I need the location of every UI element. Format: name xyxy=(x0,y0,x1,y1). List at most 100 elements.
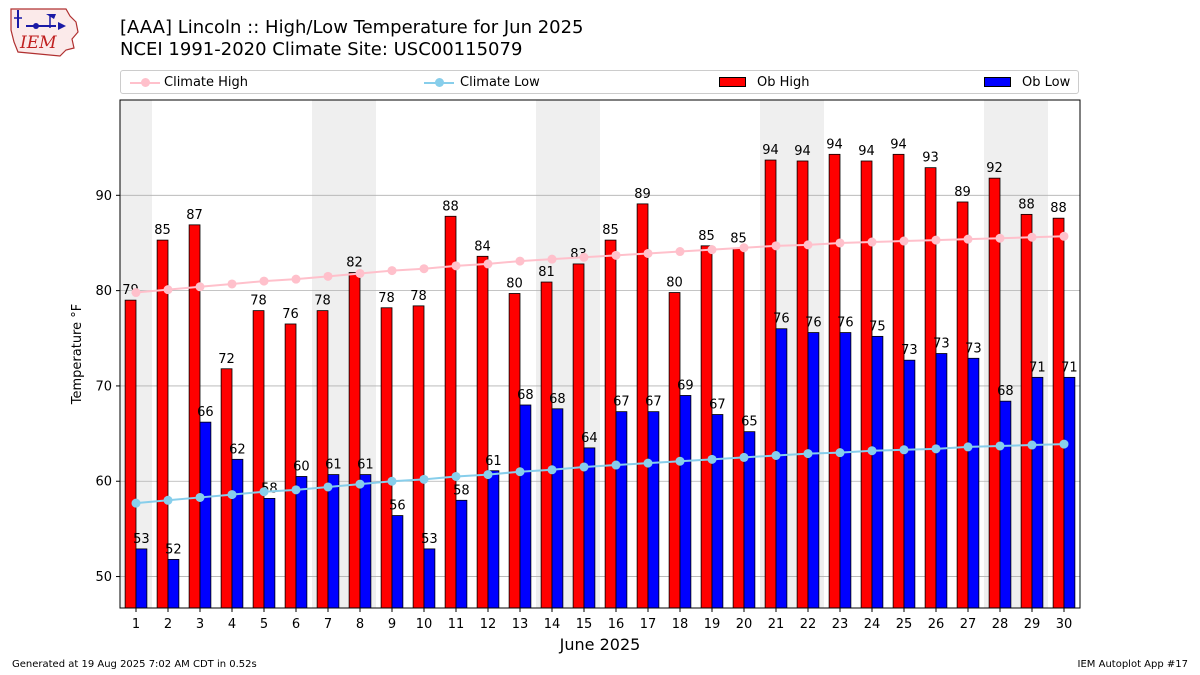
data-label-ob-low: 76 xyxy=(837,316,854,331)
x-tick-label: 17 xyxy=(640,617,657,632)
bar-ob-high xyxy=(956,201,969,609)
data-label-ob-high: 89 xyxy=(634,187,651,202)
iem-logo: IEM xyxy=(8,6,82,58)
data-label-ob-low: 67 xyxy=(645,395,662,410)
x-tick-label: 28 xyxy=(992,617,1009,632)
x-tick-label: 19 xyxy=(704,617,721,632)
bar-ob-low xyxy=(967,357,980,609)
data-label-ob-low: 56 xyxy=(389,499,406,514)
data-label-ob-low: 52 xyxy=(165,542,182,557)
bar-ob-low xyxy=(551,408,564,609)
point-climate-low xyxy=(515,467,525,477)
bar-ob-low xyxy=(135,548,148,609)
y-tick-label: 60 xyxy=(95,475,112,490)
point-climate-high xyxy=(867,237,877,247)
y-tick-label: 80 xyxy=(95,284,112,299)
bar-ob-high xyxy=(252,310,265,609)
bar-ob-low xyxy=(775,328,788,609)
footer-app-text: IEM Autoplot App #17 xyxy=(1077,659,1188,670)
point-climate-low xyxy=(867,446,877,456)
legend-marker-climate-low xyxy=(435,78,444,87)
bar-ob-high xyxy=(540,281,553,609)
data-label-ob-high: 93 xyxy=(922,151,939,166)
point-climate-low xyxy=(579,462,589,472)
data-label-ob-low: 61 xyxy=(485,454,502,469)
y-tick-label: 90 xyxy=(95,189,112,204)
bar-ob-low xyxy=(1063,376,1076,609)
bar-ob-low xyxy=(807,332,820,609)
point-climate-low xyxy=(803,449,813,459)
bar-ob-low xyxy=(519,404,532,609)
bar-ob-low xyxy=(839,332,852,609)
bar-ob-high xyxy=(348,272,361,609)
data-label-ob-high: 85 xyxy=(154,223,171,238)
bar-ob-high xyxy=(412,305,425,609)
point-climate-low xyxy=(963,442,973,452)
point-climate-high xyxy=(419,264,429,274)
point-climate-high xyxy=(643,248,653,258)
point-climate-high xyxy=(227,279,237,289)
x-tick-label: 26 xyxy=(928,617,945,632)
point-climate-low xyxy=(611,460,621,470)
data-label-ob-high: 88 xyxy=(1050,201,1067,216)
point-climate-high xyxy=(771,241,781,251)
data-label-ob-low: 67 xyxy=(709,398,726,413)
data-label-ob-high: 92 xyxy=(986,161,1003,176)
x-tick-label: 27 xyxy=(960,617,977,632)
data-label-ob-high: 81 xyxy=(538,265,555,280)
bar-ob-high xyxy=(860,160,873,609)
data-label-ob-low: 71 xyxy=(1029,360,1046,375)
data-label-ob-high: 94 xyxy=(858,144,875,159)
point-climate-high xyxy=(995,233,1005,243)
data-label-ob-high: 78 xyxy=(314,294,331,309)
data-label-ob-low: 71 xyxy=(1061,360,1078,375)
data-label-ob-high: 72 xyxy=(218,352,235,367)
bar-ob-high xyxy=(444,215,457,609)
data-label-ob-low: 67 xyxy=(613,395,630,410)
point-climate-low xyxy=(163,495,173,505)
bar-ob-high xyxy=(124,299,137,609)
data-label-ob-high: 76 xyxy=(282,307,299,322)
data-label-ob-high: 78 xyxy=(250,294,267,309)
point-climate-high xyxy=(1027,232,1037,242)
bar-ob-low xyxy=(903,359,916,609)
bar-ob-low xyxy=(1031,376,1044,609)
bar-ob-low xyxy=(615,411,628,609)
point-climate-high xyxy=(387,266,397,276)
x-tick-label: 29 xyxy=(1024,617,1041,632)
bar-ob-low xyxy=(263,497,276,609)
legend-marker-climate-high xyxy=(141,78,150,87)
bar-ob-low xyxy=(455,499,468,609)
point-climate-low xyxy=(931,444,941,454)
point-climate-high xyxy=(579,252,589,262)
point-climate-high xyxy=(835,238,845,248)
line-climate-low xyxy=(135,443,1065,505)
x-tick-label: 25 xyxy=(896,617,913,632)
point-climate-low xyxy=(291,485,301,495)
bar-ob-low xyxy=(679,395,692,609)
point-climate-low xyxy=(995,441,1005,451)
point-climate-low xyxy=(707,454,717,464)
bar-ob-high xyxy=(668,292,681,609)
point-climate-high xyxy=(483,259,493,269)
data-label-ob-low: 65 xyxy=(741,415,758,430)
data-label-ob-low: 73 xyxy=(965,341,982,356)
point-climate-low xyxy=(227,490,237,500)
bar-ob-high xyxy=(604,239,617,609)
bar-ob-low xyxy=(999,400,1012,609)
bar-ob-high xyxy=(508,293,521,609)
x-tick-label: 20 xyxy=(736,617,753,632)
plot-frame xyxy=(119,99,1081,609)
x-tick-label: 15 xyxy=(576,617,593,632)
point-climate-high xyxy=(515,256,525,266)
point-climate-low xyxy=(643,458,653,468)
bar-ob-high xyxy=(476,255,489,609)
y-tick-label: 70 xyxy=(95,379,112,394)
data-label-ob-high: 80 xyxy=(506,276,523,291)
point-climate-low xyxy=(899,445,909,455)
x-tick-label: 9 xyxy=(388,617,396,632)
point-climate-low xyxy=(355,479,365,489)
point-climate-high xyxy=(131,288,141,298)
bar-ob-low xyxy=(647,411,660,609)
